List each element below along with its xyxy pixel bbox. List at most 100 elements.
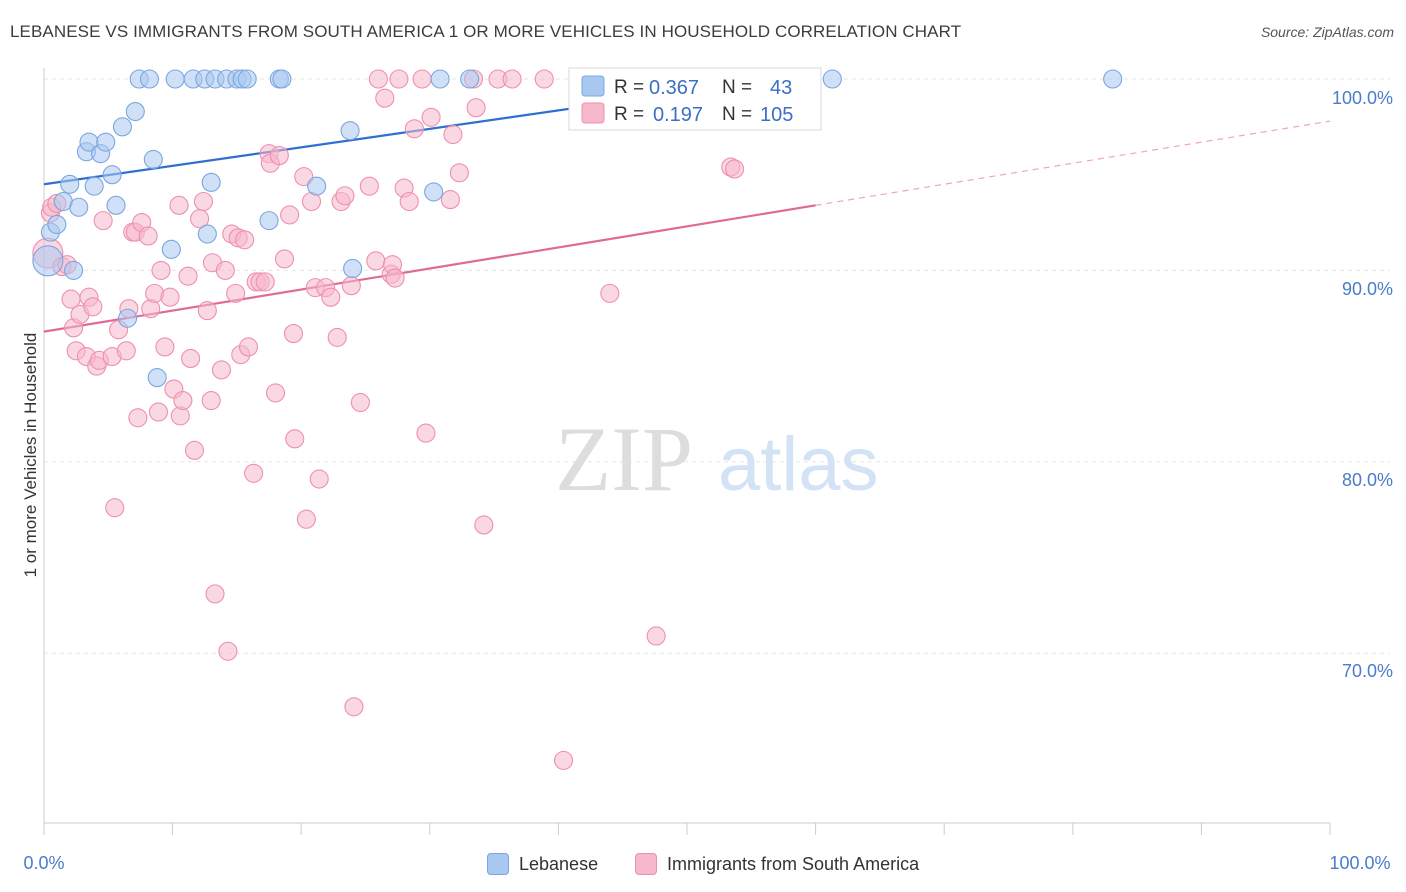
point-lebanese xyxy=(102,165,122,185)
point-south-america xyxy=(534,69,554,89)
point-south-america xyxy=(244,463,264,483)
point-south-america xyxy=(725,159,745,179)
point-lebanese xyxy=(139,69,160,89)
point-south-america xyxy=(181,348,201,368)
point-south-america xyxy=(375,88,395,108)
legend-swatch-lebanese xyxy=(581,75,605,97)
point-south-america xyxy=(389,69,409,89)
point-south-america xyxy=(359,176,379,196)
legend-swatch-south-america xyxy=(581,102,605,124)
point-south-america xyxy=(265,383,286,403)
point-south-america xyxy=(184,440,205,460)
point-lebanese xyxy=(201,172,221,192)
point-lebanese xyxy=(343,258,363,279)
point-lebanese xyxy=(161,239,181,259)
point-south-america xyxy=(155,337,175,357)
point-lebanese xyxy=(460,69,480,89)
point-lebanese xyxy=(822,69,842,89)
legend-label-lebanese: Lebanese xyxy=(519,853,599,874)
legend-n-value-2: 105 xyxy=(760,104,793,126)
source-label: Source: ZipAtlas.com xyxy=(1260,24,1394,40)
legend-swatch xyxy=(487,853,509,875)
point-south-america xyxy=(173,391,193,411)
point-lebanese xyxy=(424,182,444,202)
point-lebanese xyxy=(112,117,132,137)
point-south-america xyxy=(138,226,158,246)
point-south-america xyxy=(368,69,388,89)
point-south-america xyxy=(116,341,136,361)
legend-item-lebanese[interactable]: Lebanese xyxy=(487,853,598,875)
point-south-america xyxy=(449,163,469,183)
watermark-atlas: atlas xyxy=(718,422,879,507)
point-south-america xyxy=(412,69,432,89)
point-south-america xyxy=(274,249,295,269)
legend-n-label-2: N = xyxy=(722,104,752,125)
point-south-america xyxy=(502,69,522,89)
point-lebanese xyxy=(84,176,104,196)
point-south-america xyxy=(83,297,103,317)
point-south-america xyxy=(399,191,419,212)
point-south-america xyxy=(327,327,347,347)
point-south-america xyxy=(169,195,189,215)
point-south-america xyxy=(294,167,314,187)
stats-legend: R = 0.367 N = 43 R = 0.197 N = 105 xyxy=(568,67,822,131)
point-south-america xyxy=(285,429,305,449)
grid-lines xyxy=(44,78,1390,654)
trend-line xyxy=(43,204,816,333)
point-south-america xyxy=(128,408,148,428)
legend-r-label-1: R = xyxy=(614,77,644,98)
point-south-america xyxy=(440,190,460,210)
watermark: ZIP atlas xyxy=(555,408,879,510)
point-south-america xyxy=(335,186,355,206)
point-lebanese xyxy=(125,101,145,122)
point-south-america xyxy=(416,423,436,443)
point-lebanese xyxy=(106,195,126,215)
point-lebanese xyxy=(1103,69,1123,89)
point-south-america xyxy=(205,584,225,604)
point-lebanese xyxy=(96,132,116,152)
legend-n-value-1: 43 xyxy=(770,77,792,99)
point-south-america xyxy=(646,626,666,646)
point-lebanese xyxy=(60,174,80,194)
point-south-america xyxy=(466,98,486,118)
point-south-america xyxy=(421,107,441,127)
point-lebanese xyxy=(259,211,279,231)
point-south-america xyxy=(321,287,341,307)
point-south-america xyxy=(215,260,235,280)
point-south-america xyxy=(341,276,361,296)
point-south-america xyxy=(344,697,364,717)
legend-r-value-2: 0.197 xyxy=(653,104,703,126)
legend-item-south-america[interactable]: Immigrants from South America xyxy=(635,853,919,875)
y-axis-label: 1 or more Vehicles in Household xyxy=(21,333,40,578)
point-lebanese xyxy=(430,69,450,89)
data-points xyxy=(32,69,1123,770)
point-lebanese xyxy=(147,368,167,388)
x-tick-label: 100.0% xyxy=(1329,853,1390,873)
point-south-america xyxy=(235,230,255,250)
point-south-america xyxy=(148,402,169,422)
point-south-america xyxy=(211,360,232,380)
point-south-america xyxy=(193,191,214,212)
point-south-america xyxy=(600,283,620,303)
x-tick-label: 0.0% xyxy=(23,853,64,873)
point-lebanese xyxy=(272,69,292,89)
legend-swatch xyxy=(635,853,657,875)
y-tick-label: 90.0% xyxy=(1342,279,1393,299)
point-south-america xyxy=(255,272,275,292)
point-south-america xyxy=(269,146,289,166)
point-south-america xyxy=(197,301,217,321)
point-south-america xyxy=(280,205,300,225)
point-lebanese xyxy=(32,245,64,277)
point-south-america xyxy=(283,324,304,344)
point-lebanese xyxy=(340,121,360,141)
chart-title: LEBANESE VS IMMIGRANTS FROM SOUTH AMERIC… xyxy=(10,22,962,41)
legend-box xyxy=(568,67,822,131)
point-lebanese xyxy=(69,197,89,217)
legend-n-label-1: N = xyxy=(722,77,752,98)
point-south-america xyxy=(309,469,329,489)
point-lebanese xyxy=(118,308,138,328)
point-south-america xyxy=(226,283,246,303)
point-south-america xyxy=(218,641,238,661)
point-south-america xyxy=(366,251,386,271)
